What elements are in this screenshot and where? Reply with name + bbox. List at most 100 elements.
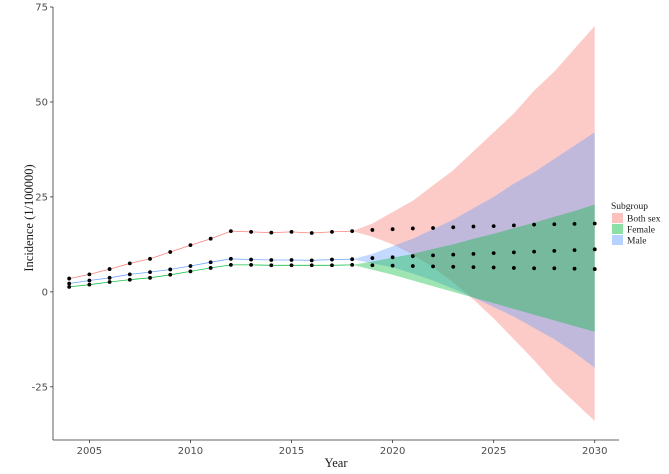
point-both-sex: [309, 231, 314, 235]
forecast-point-both-sex: [410, 226, 415, 231]
point-female: [309, 263, 314, 268]
band-both-sex: [352, 26, 595, 421]
legend-swatch-both-sex: [612, 213, 623, 223]
point-both-sex: [350, 229, 355, 233]
point-both-sex: [87, 272, 92, 277]
point-both-sex: [127, 261, 132, 266]
point-male: [127, 272, 132, 277]
point-male: [107, 275, 112, 280]
y-axis-label: Incidence (1/100000): [22, 164, 36, 271]
forecast-point-female: [572, 266, 577, 271]
forecast-point-both-sex: [491, 224, 496, 229]
x-tick-label: 2020: [380, 446, 405, 457]
point-both-sex: [269, 230, 274, 235]
point-female: [87, 282, 92, 287]
x-tick-label: 2025: [481, 446, 506, 457]
legend-label-both-sex: Both sex: [627, 215, 661, 225]
legend-title: Subgroup: [611, 202, 648, 212]
forecast-point-male: [471, 251, 476, 256]
y-tick-label: 0: [42, 287, 48, 298]
forecast-point-both-sex: [431, 226, 435, 230]
forecast-point-female: [390, 263, 395, 268]
point-female: [249, 263, 254, 267]
point-female: [168, 272, 173, 277]
point-female: [330, 263, 334, 268]
point-both-sex: [228, 229, 233, 233]
point-female: [107, 280, 112, 284]
forecast-point-male: [431, 253, 435, 258]
point-both-sex: [148, 256, 152, 261]
point-female: [269, 263, 274, 268]
forecast-point-male: [370, 256, 375, 260]
forecast-point-female: [451, 264, 456, 269]
forecast-point-male: [451, 252, 456, 257]
x-tick-label: 2030: [582, 446, 607, 457]
axes: -25 0 25 50 75 2005 2010 2015 2020 2025 2030: [32, 3, 619, 457]
forecast-point-male: [410, 254, 415, 259]
series-points: [67, 221, 597, 289]
point-both-sex: [67, 276, 72, 281]
point-female: [67, 285, 72, 289]
legend-label-female: Female: [627, 226, 655, 236]
point-both-sex: [289, 229, 294, 234]
point-male: [249, 257, 254, 262]
forecast-point-male: [532, 249, 536, 254]
legend-label-male: Male: [627, 237, 647, 247]
point-female: [148, 275, 152, 280]
legend-swatch-male: [612, 235, 623, 245]
forecast-point-female: [471, 265, 476, 270]
forecast-point-male: [552, 248, 557, 253]
forecast-point-both-sex: [471, 224, 476, 229]
point-male: [350, 257, 355, 262]
forecast-point-male: [491, 251, 496, 256]
forecast-point-both-sex: [592, 221, 597, 226]
forecast-point-both-sex: [370, 228, 375, 232]
forecast-point-female: [410, 264, 415, 268]
point-male: [168, 267, 173, 272]
forecast-point-both-sex: [552, 222, 557, 227]
legend-swatch-female: [612, 224, 623, 234]
forecast-point-female: [532, 266, 536, 271]
forecast-point-male: [390, 255, 395, 260]
point-female: [289, 263, 294, 268]
axis-labels: Year Incidence (1/100000): [22, 164, 348, 470]
forecast-point-both-sex: [532, 222, 536, 227]
point-female: [228, 263, 233, 267]
point-male: [330, 257, 334, 262]
x-tick-label: 2005: [77, 446, 102, 457]
point-female: [208, 266, 213, 270]
point-male: [269, 258, 274, 262]
y-tick-label: -25: [32, 382, 48, 393]
band-male: [352, 132, 595, 368]
point-male: [67, 281, 72, 286]
y-tick-label: 75: [35, 3, 48, 14]
forecast-point-female: [491, 265, 496, 270]
point-male: [148, 270, 152, 275]
forecast-point-female: [511, 266, 516, 270]
forecast-point-both-sex: [572, 221, 577, 226]
point-both-sex: [107, 267, 112, 271]
y-tick-label: 50: [35, 97, 48, 108]
point-both-sex: [208, 236, 213, 241]
point-female: [188, 269, 193, 274]
point-female: [350, 263, 355, 267]
forecast-point-male: [572, 248, 577, 252]
point-both-sex: [168, 250, 173, 254]
point-female: [127, 277, 132, 282]
point-male: [228, 256, 233, 261]
point-male: [188, 264, 193, 268]
forecast-point-both-sex: [390, 227, 395, 232]
forecast-point-female: [552, 266, 557, 271]
point-both-sex: [188, 243, 193, 248]
forecast-point-female: [370, 263, 375, 268]
forecast-point-both-sex: [511, 223, 516, 228]
point-both-sex: [330, 229, 334, 234]
y-tick-label: 25: [35, 192, 48, 203]
x-tick-label: 2015: [279, 446, 304, 457]
point-male: [289, 258, 294, 262]
forecast-point-female: [592, 267, 597, 271]
forecast-point-male: [592, 247, 597, 252]
